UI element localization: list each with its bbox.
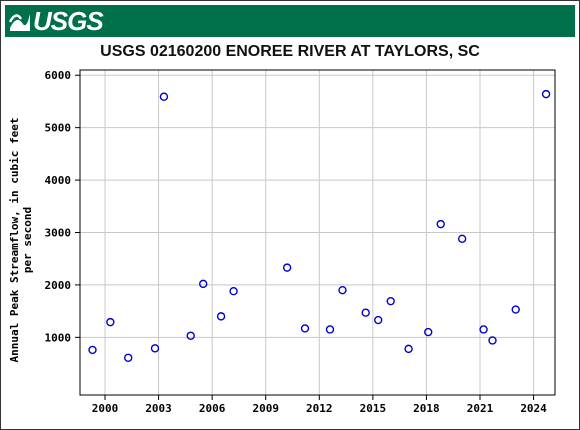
usgs-wave-icon [9,14,30,31]
x-tick-label: 2018 [413,402,440,415]
usgs-logo: USGS [9,5,104,36]
data-points [88,89,551,362]
y-tick-label: 4000 [45,174,72,187]
data-point [386,296,395,306]
axis-ticks: 2000 2003 2006 2009 2012 2015 2018 2021 2024 1000… [45,69,548,415]
data-point [511,305,520,314]
data-point [325,325,335,334]
x-tick-label: 2021 [467,402,494,415]
y-tick-label: 1000 [45,331,72,344]
y-axis-label-line1: Annual Peak Streamflow, in cubic feet [8,117,21,362]
data-point [150,344,160,353]
y-tick-label: 6000 [45,69,72,82]
data-point [361,308,370,317]
data-point [199,279,208,289]
y-tick-label: 2000 [45,279,72,292]
data-point [488,336,497,345]
data-point [300,324,310,333]
data-point [282,263,292,272]
y-tick-label: 3000 [45,227,72,240]
data-point [338,285,347,295]
x-tick-label: 2006 [199,402,226,415]
data-point [159,92,169,101]
data-point [229,287,238,296]
data-point [424,327,433,337]
data-point [106,317,115,327]
grid-lines [80,70,555,395]
x-tick-label: 2015 [360,402,387,415]
data-point [404,344,413,354]
x-tick-label: 2012 [306,402,333,415]
data-point [88,345,97,355]
data-point [186,331,195,340]
y-tick-label: 5000 [45,122,72,135]
x-tick-label: 2024 [520,402,547,415]
data-point [216,312,226,321]
data-point [374,315,383,325]
data-point [457,234,467,243]
x-tick-label: 2009 [252,402,279,415]
data-point [541,89,551,99]
x-tick-label: 2000 [92,402,119,415]
data-point [436,219,445,229]
x-tick-label: 2003 [145,402,172,415]
data-point [479,325,488,334]
usgs-logo-text: USGS [33,5,104,36]
data-point [124,353,133,362]
usgs-banner: USGS [5,5,575,37]
chart-title: USGS 02160200 ENOREE RIVER AT TAYLORS, S… [100,43,480,60]
y-axis-label-line2: per second [21,207,34,273]
